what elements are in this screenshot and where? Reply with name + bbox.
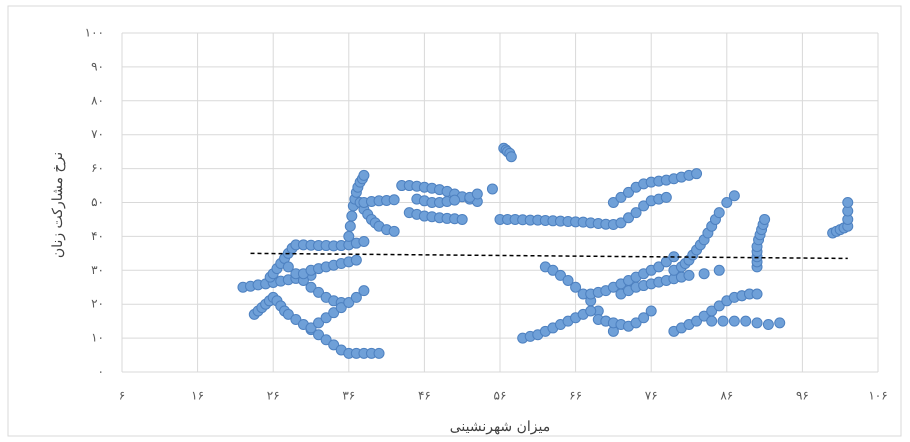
point [728,315,740,327]
point [335,302,347,314]
x-tick-label: ۴۶ [418,389,431,403]
point [630,317,642,329]
y-tick-label: ۵۰ [91,195,104,209]
x-tick-label: ۳۶ [342,389,355,403]
x-tick-label: ۱۶ [191,389,204,403]
point [683,269,695,281]
point [388,225,400,237]
x-tick-label: ۸۶ [720,389,733,403]
point [842,197,854,208]
point [762,319,774,331]
point [343,297,355,309]
x-tick-label: ۱۰۶ [868,389,887,403]
point [358,235,370,247]
point [471,188,483,200]
point [320,334,332,346]
y-tick-label: ۰ [98,365,104,379]
point [505,151,517,163]
point [713,300,725,312]
point [456,213,468,225]
point [358,169,370,181]
point [350,291,362,303]
point [344,220,356,232]
point [774,317,786,329]
x-tick-label: ۵۶ [494,389,507,403]
point [660,191,672,203]
point [615,191,627,203]
point [282,308,294,320]
point [350,254,362,266]
point [313,317,325,329]
point [358,285,370,297]
point [282,261,294,273]
point [449,194,461,206]
x-tick-label: ۷۶ [645,389,658,403]
point [713,264,725,276]
point [698,268,710,280]
point [653,261,665,273]
point [554,269,566,281]
point [638,312,650,324]
point [313,329,325,341]
point [486,183,498,195]
point [721,197,733,208]
point [562,274,574,286]
y-tick-label: ۶۰ [91,161,104,175]
y-tick-label: ۱۰ [91,331,104,345]
point [328,307,340,319]
point [751,317,763,329]
trendline [250,252,848,260]
point [691,315,703,327]
x-tick-label: ۶ [119,389,125,403]
point [623,186,635,198]
point [328,339,340,351]
point [373,347,385,359]
y-tick-label: ۷۰ [91,127,104,141]
point [290,313,302,325]
y-axis-title: نرخ مشارکت زنان [50,152,66,258]
point [638,200,650,212]
point [706,315,718,327]
point [615,217,627,229]
point [388,194,400,206]
point [751,288,763,300]
point [740,315,752,327]
y-tick-label: ۸۰ [91,93,104,107]
y-tick-label: ۱۰۰ [85,26,104,40]
point [691,168,703,180]
y-tick-label: ۹۰ [91,59,104,73]
y-tick-label: ۲۰ [91,297,104,311]
y-tick-label: ۳۰ [91,263,104,277]
point [585,305,597,317]
x-tick-label: ۲۶ [267,389,280,403]
point [313,286,325,298]
point [713,207,725,219]
point [547,264,559,276]
point [305,281,317,293]
x-tick-label: ۹۶ [796,389,809,403]
point [645,305,657,317]
point [570,281,582,293]
point [305,322,317,334]
point [759,213,771,225]
point [728,190,740,202]
point [623,212,635,224]
point [698,310,710,322]
point [717,315,729,327]
x-axis-title: میزان شهرنشینی [450,419,550,435]
point [320,312,332,324]
point [607,197,619,208]
point [630,207,642,219]
point [346,210,358,222]
y-tick-label: ۴۰ [91,229,104,243]
x-tick-label: ۶۶ [569,389,582,403]
point [343,230,355,242]
